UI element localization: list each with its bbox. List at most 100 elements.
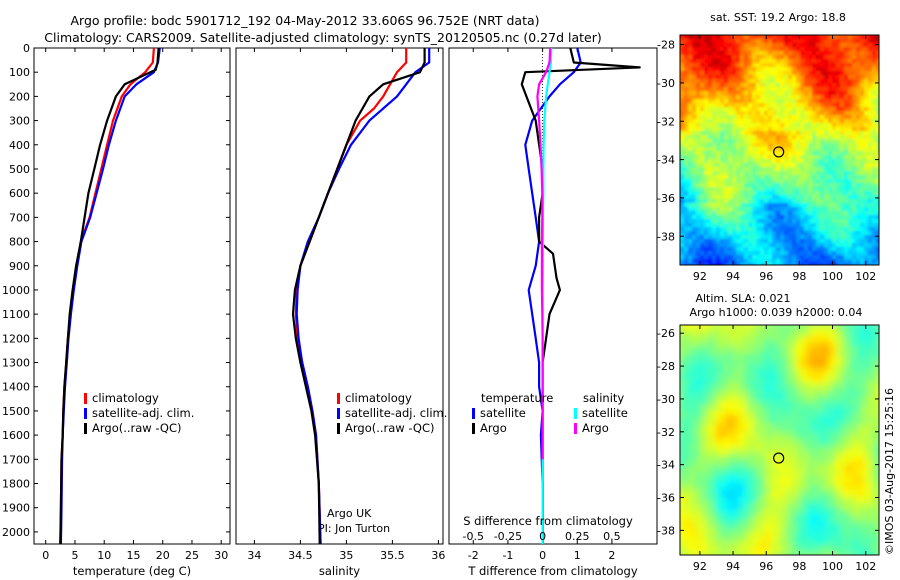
legend-swatch	[337, 408, 340, 419]
argo-position-marker	[773, 452, 785, 464]
series-line	[59, 47, 160, 545]
map-y-tick-label: -28	[657, 360, 675, 373]
x-tick-label: 34	[247, 549, 261, 562]
difference-profile-panel: -2 -1 0 1 2 T difference from climatology -0.5…	[448, 47, 658, 578]
plot-frame	[33, 47, 231, 545]
legend-swatch	[84, 393, 87, 404]
x-tick-label: 0	[539, 549, 546, 562]
legend-label: satellite	[480, 406, 526, 420]
x2-tick-label: -0.25	[494, 530, 522, 543]
map-field	[680, 35, 879, 265]
x-tick-label: -1	[502, 549, 513, 562]
map-y-tick-label: -32	[657, 115, 675, 128]
y-tick-label: 200	[9, 90, 30, 103]
legend-label: Argo(..raw -QC)	[92, 421, 182, 435]
x-tick-label: 15	[126, 549, 140, 562]
y-tick-label: 1200	[2, 332, 30, 345]
x-tick-label: 35.5	[380, 549, 405, 562]
map-y-tick-label: -28	[657, 39, 675, 52]
y-tick-label: 1400	[2, 381, 30, 394]
map-cells	[680, 325, 879, 555]
y-tick-label: 1800	[2, 478, 30, 491]
x-axis-label: temperature (deg C)	[73, 564, 191, 578]
legend-label: climatology	[92, 391, 159, 405]
y-tick-label: 700	[9, 211, 30, 224]
sst-map-title: sat. SST: 19.2 Argo: 18.8	[710, 11, 846, 24]
legend-swatch	[574, 423, 577, 434]
map-y-tick-label: -38	[657, 524, 675, 537]
sst-map-panel: sat. SST: 19.2 Argo: 18.8 92 94 96 98 100 102 -…	[657, 11, 880, 283]
map-y-tick-label: -34	[657, 154, 675, 167]
map-x-tick-label: 102	[855, 560, 876, 573]
map-y-tick-label: -36	[657, 492, 675, 505]
map-x-tick-label: 98	[792, 270, 806, 283]
map-field	[680, 325, 879, 555]
legend-label: satellite-adj. clim.	[345, 406, 447, 420]
figure-title-line2: Climatology: CARS2009. Satellite-adjuste…	[44, 30, 601, 45]
legend-swatch	[84, 423, 87, 434]
y-tick-label: 300	[9, 115, 30, 128]
series-line	[536, 47, 552, 460]
legend-label: Argo	[582, 421, 609, 435]
x-tick-label: 35	[339, 549, 353, 562]
x-tick-label: 5	[71, 549, 78, 562]
map-y-tick-label: -38	[657, 230, 675, 243]
legend-label: satellite-adj. clim.	[92, 406, 194, 420]
y-tick-label: 1600	[2, 429, 30, 442]
y-tick-label: 1900	[2, 502, 30, 515]
x-axis-label: salinity	[319, 564, 360, 578]
map-y-tick-label: -30	[657, 77, 675, 90]
figure-title-line1: Argo profile: bodc 5901712_192 04-May-20…	[70, 13, 539, 28]
imos-timestamp: ©IMOS 03-Aug-2017 15:25:16	[883, 388, 896, 555]
map-y-tick-label: -30	[657, 393, 675, 406]
x-tick-label: 0	[42, 549, 49, 562]
x-tick-label: 20	[156, 549, 170, 562]
legend-swatch	[337, 423, 340, 434]
y-tick-label: 500	[9, 163, 30, 176]
map-x-tick-label: 94	[726, 560, 740, 573]
x-tick-label: -2	[468, 549, 479, 562]
x2-tick-label: 0.5	[603, 530, 621, 543]
map-x-tick-label: 96	[759, 560, 773, 573]
argo-position-marker	[773, 146, 785, 158]
map-x-tick-label: 100	[822, 270, 843, 283]
plot-frame	[448, 47, 658, 545]
y-tick-label: 1000	[2, 284, 30, 297]
x2-axis-label: S difference from climatology	[463, 514, 633, 528]
legend-swatch	[472, 423, 475, 434]
x2-tick-label: 0.25	[565, 530, 590, 543]
y-tick-label: 100	[9, 66, 30, 79]
legend-swatch	[574, 408, 577, 419]
x-tick-label: 34.5	[288, 549, 313, 562]
y-tick-label: 1100	[2, 308, 30, 321]
x2-tick-label: 0	[539, 530, 546, 543]
map-y-tick-label: -34	[657, 459, 675, 472]
legend-title-salinity: salinity	[583, 391, 624, 405]
legend-swatch	[337, 393, 340, 404]
x2-tick-label: -0.5	[463, 530, 484, 543]
legend-label: Argo(..raw -QC)	[345, 421, 435, 435]
map-x-tick-label: 92	[693, 270, 707, 283]
credit-line2: PI: Jon Turton	[318, 522, 390, 535]
x-axis-label: T difference from climatology	[467, 564, 638, 578]
map-cells	[680, 35, 879, 265]
map-x-tick-label: 102	[855, 270, 876, 283]
legend-label: climatology	[345, 391, 412, 405]
legend-label: Argo	[480, 421, 507, 435]
x-tick-label: 30	[214, 549, 228, 562]
legend-label: satellite	[582, 406, 628, 420]
map-x-tick-label: 94	[726, 270, 740, 283]
map-x-tick-label: 92	[693, 560, 707, 573]
y-tick-label: 800	[9, 236, 30, 249]
map-y-tick-label: -26	[657, 327, 675, 340]
y-tick-label: 900	[9, 260, 30, 273]
temperature-profile-panel: 0100200300400500600700800900100011001200…	[2, 42, 231, 578]
y-tick-label: 1300	[2, 357, 30, 370]
sla-map-title: Altim. SLA: 0.021	[695, 292, 790, 305]
y-tick-label: 1700	[2, 453, 30, 466]
plot-frame	[235, 47, 444, 545]
x-tick-label: 2	[608, 549, 615, 562]
legend-swatch	[472, 408, 475, 419]
legend-swatch	[84, 408, 87, 419]
